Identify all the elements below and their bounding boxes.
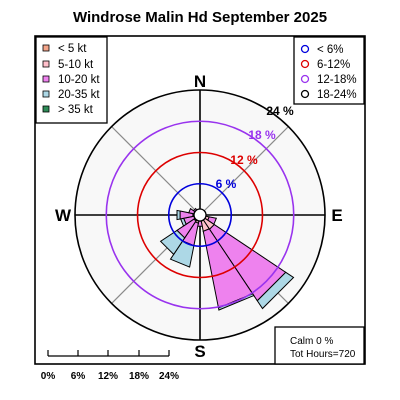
compass-n: N bbox=[194, 72, 206, 91]
legend-label-5-10: 5-10 kt bbox=[58, 59, 94, 71]
sector-bar-135-3 bbox=[256, 271, 295, 310]
legend-ring-6-12: 6-12% bbox=[317, 59, 350, 71]
compass-e: E bbox=[331, 206, 342, 225]
scale-bar: 0% 6% 12% 18% 24% bbox=[41, 350, 179, 382]
legend-swatch-5-10 bbox=[42, 60, 50, 68]
ring-label-24: 24 % bbox=[266, 104, 294, 118]
calm-circle bbox=[193, 208, 207, 222]
legend-ring-lt6: < 6% bbox=[317, 44, 344, 56]
ring-12 bbox=[136, 151, 264, 279]
legend-circle-lt6 bbox=[300, 44, 310, 54]
scale-label-0: 0% bbox=[41, 371, 56, 382]
ring-label-12: 12 % bbox=[230, 153, 258, 167]
ring-18 bbox=[105, 120, 295, 310]
sector-bar-225-3 bbox=[159, 229, 186, 256]
legend-swatch-10-20 bbox=[42, 75, 50, 83]
legend-label-20-35: 20-35 kt bbox=[58, 89, 100, 101]
sector-bar-270-3 bbox=[176, 209, 181, 221]
compass-s: S bbox=[194, 342, 205, 361]
ring-6 bbox=[167, 182, 233, 248]
ring-label-18: 18 % bbox=[248, 128, 276, 142]
compass-w: W bbox=[55, 206, 72, 225]
scale-label-12: 12% bbox=[98, 371, 118, 382]
legend-ring-18-24: 18-24% bbox=[317, 89, 357, 101]
calm-box: Calm 0 % Tot Hours=720 bbox=[274, 326, 365, 365]
scale-label-6: 6% bbox=[71, 371, 86, 382]
legend-label-10-20: 10-20 kt bbox=[58, 74, 100, 86]
legend-swatch-20-35 bbox=[42, 90, 50, 98]
scale-label-24: 24% bbox=[159, 371, 179, 382]
legend-circle-6-12 bbox=[300, 59, 310, 69]
legend-label-lt5: < 5 kt bbox=[58, 43, 87, 55]
ring-label-6: 6 % bbox=[216, 177, 237, 191]
speed-legend: < 5 kt 5-10 kt 10-20 kt 20-35 kt > 35 kt bbox=[35, 36, 108, 124]
calm-text: Calm 0 % bbox=[290, 336, 333, 347]
legend-ring-12-18: 12-18% bbox=[317, 74, 357, 86]
plot-frame bbox=[34, 35, 366, 365]
scale-label-18: 18% bbox=[129, 371, 149, 382]
chart-title: Windrose Malin Hd September 2025 bbox=[72, 9, 328, 26]
legend-swatch-gt35 bbox=[42, 105, 50, 113]
legend-circle-12-18 bbox=[300, 74, 310, 84]
ring-legend: < 6% 6-12% 12-18% 18-24% bbox=[293, 36, 365, 105]
hours-text: Tot Hours=720 bbox=[290, 349, 356, 360]
legend-swatch-lt5 bbox=[42, 44, 50, 52]
legend-label-gt35: > 35 kt bbox=[58, 104, 94, 116]
ring-24 bbox=[74, 89, 326, 341]
legend-circle-18-24 bbox=[300, 89, 310, 99]
rose-rings bbox=[74, 89, 326, 341]
